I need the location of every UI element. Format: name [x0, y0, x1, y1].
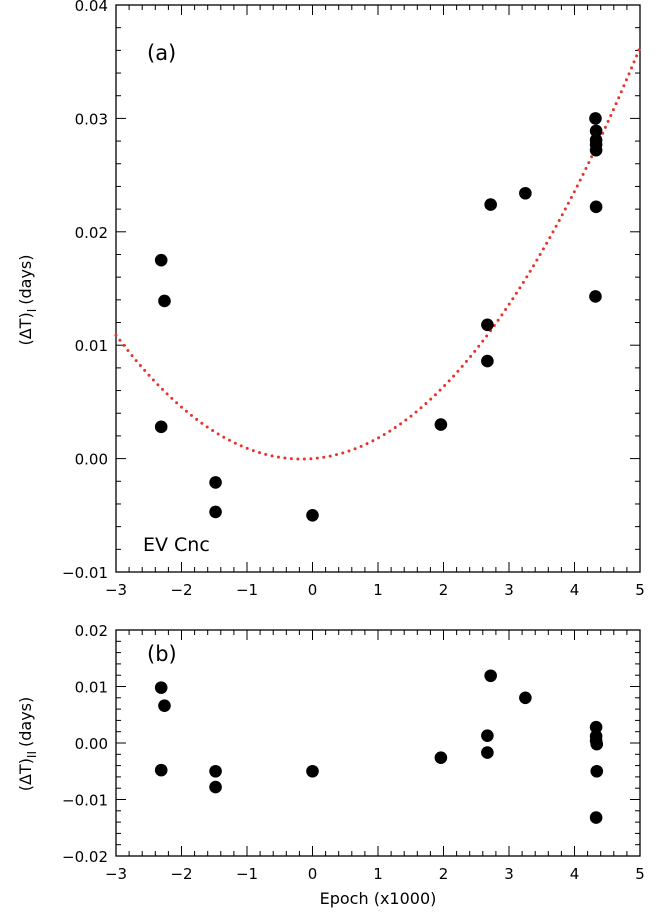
- panel-a-data-point: [481, 318, 494, 332]
- panel-a-data-point: [158, 294, 171, 308]
- panel-a-data-point: [589, 124, 603, 138]
- panel-a-y-tick-label: 0.01: [75, 337, 108, 355]
- panel-a-label: (a): [147, 41, 176, 65]
- panel-b-data-point: [589, 811, 603, 824]
- panel-a-data-point: [209, 476, 222, 489]
- panel-a-ticks: −3 −2 −1 0 1 2 3 4 5 −0.01 0.00 0.01 0.02 0.03 0.04: [62, 0, 645, 599]
- panel-b-ylabel: (ΔT)II (days): [16, 697, 39, 792]
- panel-a-ylabel-main: (ΔT): [16, 312, 35, 345]
- panel-b-data-point: [209, 780, 222, 794]
- panel-b-data-point: [154, 763, 168, 777]
- panel-b-data-point: [209, 764, 222, 778]
- panel-b-ylabel-main: (ΔT): [16, 758, 35, 791]
- panel-a-data-point: [306, 509, 319, 522]
- panel-a-fit-curve: [114, 46, 642, 461]
- panel-a-x-tick-label: 2: [439, 581, 449, 599]
- panel-a-x-tick-label: 3: [504, 581, 514, 599]
- panel-b-data-point: [590, 764, 604, 778]
- panel-b-x-tick-label: 4: [570, 865, 580, 883]
- panel-b-data-point: [434, 751, 448, 764]
- panel-a-x-tick-label: 0: [308, 581, 318, 599]
- panel-b-y-tick-label: 0.01: [75, 679, 108, 697]
- panel-b-x-tick-label: −1: [236, 865, 258, 883]
- panel-b-y-tick-label: −0.02: [62, 848, 108, 866]
- panel-b-data-point: [519, 691, 532, 705]
- panel-a-y-tick-label: −0.01: [62, 564, 108, 582]
- panel-a-data-point: [154, 253, 168, 267]
- panel-a-x-tick-label: −2: [170, 581, 192, 599]
- panel-a-data-point: [209, 505, 222, 519]
- panel-b-data-point: [589, 720, 603, 734]
- panel-a-data-point: [154, 420, 168, 434]
- panel-a-y-tick-label: 0.00: [75, 451, 108, 469]
- panel-b-ticks: −3 −2 −1 0 1 2 3 4 5 −0.02 −0.01 0.00 0.01 0.02: [62, 622, 645, 883]
- panel-a-y-tick-label: 0.02: [75, 224, 108, 242]
- panel-b-x-tick-label: 3: [504, 865, 514, 883]
- panel-b-data-point: [481, 729, 494, 742]
- panel-a-ylabel-unit: (days): [16, 255, 35, 305]
- panel-b-data-point: [484, 669, 497, 683]
- panel-a-data-point: [589, 112, 602, 125]
- panel-b-ylabel-subscript: II: [25, 751, 39, 758]
- panel-a-ylabel-subscript: I: [25, 309, 39, 313]
- panel-a-data-point: [434, 418, 448, 431]
- panel-a-fit-line: [114, 46, 642, 461]
- star-name-annotation: EV Cnc: [143, 534, 210, 556]
- panel-b-data-point: [306, 764, 319, 778]
- panel-b-data-point: [158, 699, 171, 713]
- panel-b-y-tick-label: 0.02: [75, 622, 108, 640]
- panel-b-data-point: [481, 746, 494, 759]
- panel-b-ylabel-unit: (days): [16, 697, 35, 747]
- panel-a-y-tick-label: 0.03: [75, 110, 108, 128]
- panel-b-x-tick-label: 5: [635, 865, 645, 883]
- panel-a-x-tick-label: −3: [105, 581, 127, 599]
- panel-a: −3 −2 −1 0 1 2 3 4 5 −0.01 0.00 0.01 0.02 0.03 0.04 (a…: [16, 0, 645, 599]
- panel-b: −3 −2 −1 0 1 2 3 4 5 −0.02 −0.01 0.00 0.01 0.02 (b) (…: [16, 622, 645, 908]
- panel-a-y-tick-label: 0.04: [75, 0, 108, 15]
- panel-a-x-tick-label: 5: [635, 581, 645, 599]
- panel-b-y-tick-label: 0.00: [75, 735, 108, 753]
- panel-a-points: [154, 112, 603, 522]
- panel-a-x-tick-label: 4: [570, 581, 580, 599]
- panel-b-x-tick-label: 1: [373, 865, 383, 883]
- panel-a-x-tick-label: 1: [373, 581, 383, 599]
- panel-b-x-tick-label: 2: [439, 865, 449, 883]
- panel-a-data-point: [484, 198, 497, 211]
- panel-b-x-tick-label: 0: [308, 865, 318, 883]
- panel-b-data-point: [590, 737, 604, 751]
- panel-a-data-point: [481, 354, 494, 368]
- panel-a-data-point: [519, 186, 532, 200]
- panel-a-ylabel: (ΔT)I (days): [16, 255, 39, 346]
- panel-b-x-tick-label: −2: [170, 865, 192, 883]
- panel-a-data-point: [589, 143, 603, 157]
- panel-b-label: (b): [147, 642, 177, 666]
- panel-b-data-point: [154, 681, 168, 694]
- panel-a-data-point: [589, 200, 603, 214]
- panel-b-points: [154, 669, 604, 824]
- panel-b-x-tick-label: −3: [105, 865, 127, 883]
- panel-b-xlabel: Epoch (x1000): [320, 889, 437, 908]
- panel-a-data-point: [589, 290, 602, 303]
- panel-a-x-tick-label: −1: [236, 581, 258, 599]
- panel-b-y-tick-label: −0.01: [62, 792, 108, 810]
